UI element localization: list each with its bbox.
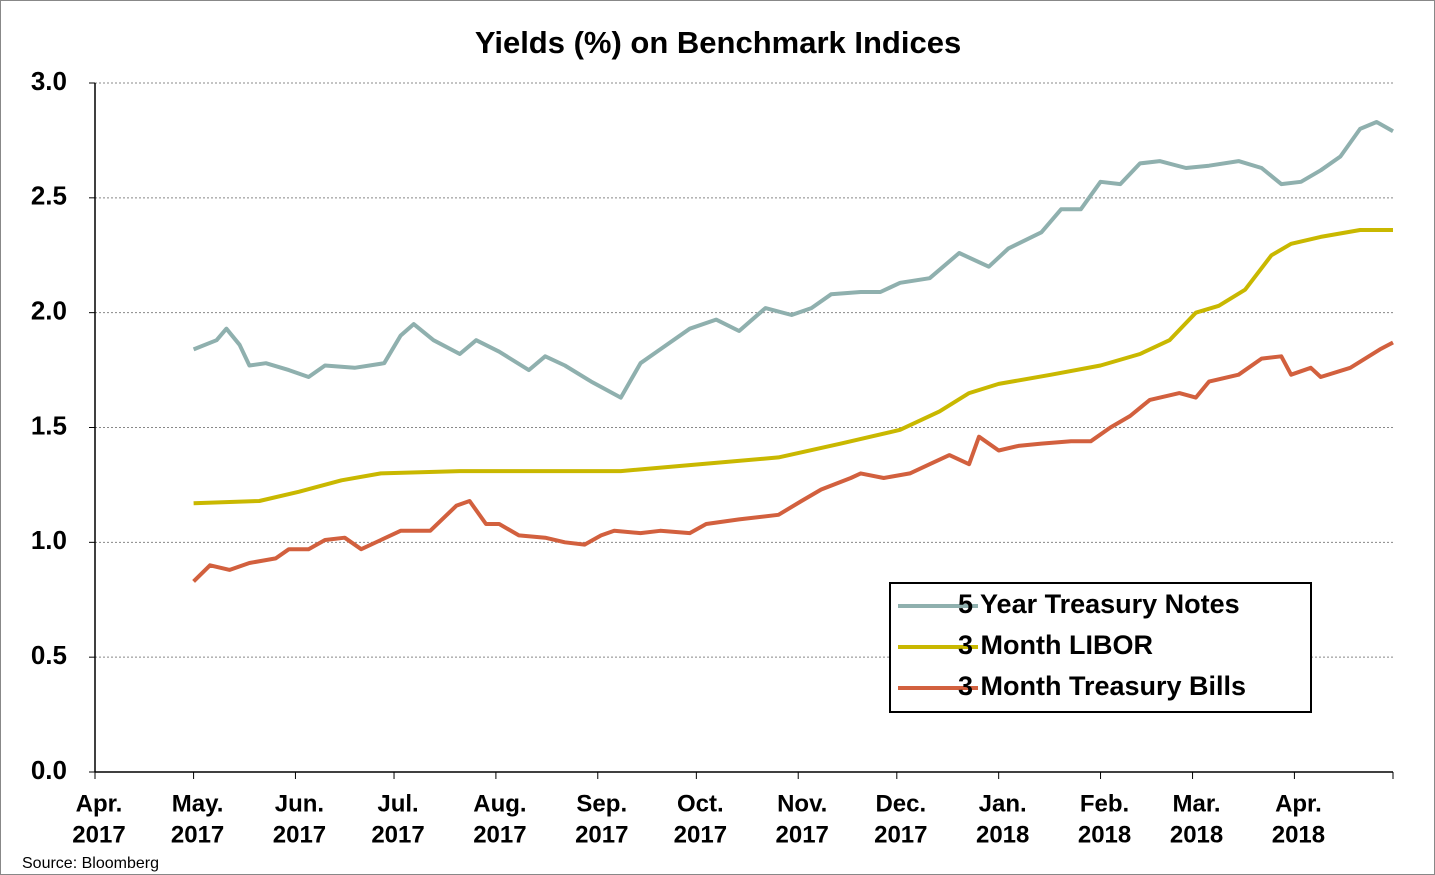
- x-tick-label: 2017: [473, 821, 526, 848]
- x-tick-label: 2018: [1272, 821, 1325, 848]
- x-tick-label: Mar.: [1173, 790, 1221, 817]
- x-tick-label: 2018: [1078, 821, 1131, 848]
- y-tick-label: 0.5: [31, 640, 67, 670]
- series-line: [192, 340, 1394, 583]
- x-tick-label: May.: [172, 790, 224, 817]
- x-tick-label: Nov.: [777, 790, 827, 817]
- x-tick-label: Sep.: [576, 790, 627, 817]
- y-tick-label: 2.0: [31, 296, 67, 326]
- x-tick-label: 2017: [273, 821, 326, 848]
- source-note: Source: Bloomberg: [22, 855, 159, 872]
- x-tick-label: Jun.: [275, 790, 324, 817]
- x-tick-label: Aug.: [473, 790, 526, 817]
- legend-label: 3 Month Treasury Bills: [958, 671, 1246, 701]
- x-tick-label: Apr.: [1275, 790, 1322, 817]
- x-tick-label: Oct.: [677, 790, 724, 817]
- x-tick-label: 2018: [976, 821, 1029, 848]
- y-tick-label: 1.5: [31, 410, 67, 440]
- x-tick-label: 2017: [575, 821, 628, 848]
- x-tick-label: Jan.: [979, 790, 1027, 817]
- x-tick-label: 2017: [874, 821, 927, 848]
- chart-title: Yields (%) on Benchmark Indices: [475, 25, 961, 60]
- x-tick-label: Feb.: [1080, 790, 1129, 817]
- y-tick-label: 2.5: [31, 181, 67, 211]
- series-line: [192, 120, 1394, 400]
- y-tick-label: 0.0: [31, 755, 67, 785]
- x-tick-label: Apr.: [76, 790, 123, 817]
- x-tick-label: 2017: [171, 821, 224, 848]
- legend-label: 3 Month LIBOR: [958, 630, 1153, 660]
- x-tick-label: Dec.: [875, 790, 926, 817]
- y-tick-label: 1.0: [31, 525, 67, 555]
- legend-label: 5 Year Treasury Notes: [958, 589, 1240, 619]
- x-tick-label: 2017: [776, 821, 829, 848]
- x-tick-label: 2018: [1170, 821, 1223, 848]
- series-line: [193, 228, 1393, 506]
- x-tick-label: Jul.: [377, 790, 418, 817]
- x-tick-label: 2017: [72, 821, 125, 848]
- x-tick-label: 2017: [674, 821, 727, 848]
- x-tick-label: 2017: [371, 821, 424, 848]
- y-tick-label: 3.0: [31, 66, 67, 96]
